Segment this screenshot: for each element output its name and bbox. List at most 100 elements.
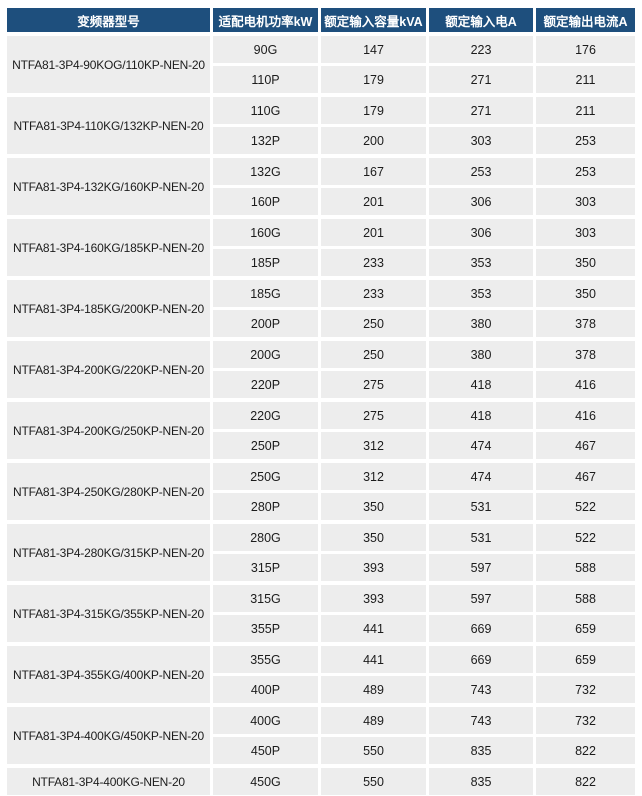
spec-value-cell: 418: [429, 402, 533, 429]
spec-value-cell: 418: [429, 371, 533, 398]
spec-value-cell: 211: [536, 66, 635, 93]
spec-value-cell: 489: [321, 676, 426, 703]
spec-value-cell: 350: [536, 249, 635, 276]
spec-value-cell: 522: [536, 493, 635, 520]
spec-value-cell: 378: [536, 310, 635, 337]
spec-value-cell: 250: [321, 341, 426, 368]
model-cell: NTFA81-3P4-280KG/315KP-NEN-20: [7, 524, 210, 581]
spec-value-cell: 303: [429, 127, 533, 154]
spec-value-cell: 253: [429, 158, 533, 185]
spec-value-cell: 416: [536, 402, 635, 429]
model-cell: NTFA81-3P4-400KG-NEN-20: [7, 768, 210, 795]
spec-value-cell: 467: [536, 463, 635, 490]
spec-value-cell: 522: [536, 524, 635, 551]
spec-value-cell: 467: [536, 432, 635, 459]
spec-value-cell: 353: [429, 249, 533, 276]
motor-power-cell: 355G: [213, 646, 318, 673]
spec-value-cell: 303: [536, 219, 635, 246]
motor-power-cell: 160G: [213, 219, 318, 246]
spec-value-cell: 531: [429, 493, 533, 520]
spec-value-cell: 211: [536, 97, 635, 124]
spec-value-cell: 669: [429, 646, 533, 673]
spec-value-cell: 441: [321, 646, 426, 673]
spec-value-cell: 588: [536, 585, 635, 612]
spec-value-cell: 271: [429, 97, 533, 124]
spec-value-cell: 659: [536, 646, 635, 673]
motor-power-cell: 200G: [213, 341, 318, 368]
model-cell: NTFA81-3P4-355KG/400KP-NEN-20: [7, 646, 210, 703]
spec-value-cell: 233: [321, 249, 426, 276]
spec-value-cell: 271: [429, 66, 533, 93]
model-group: NTFA81-3P4-250KG/280KP-NEN-20 250G 312 474 4…: [7, 463, 635, 520]
model-cell: NTFA81-3P4-185KG/200KP-NEN-20: [7, 280, 210, 337]
header-inverter-model: 变频器型号: [7, 8, 210, 32]
spec-value-cell: 550: [321, 737, 426, 764]
motor-power-cell: 200P: [213, 310, 318, 337]
spec-value-cell: 380: [429, 310, 533, 337]
spec-value-cell: 416: [536, 371, 635, 398]
model-cell: NTFA81-3P4-400KG/450KP-NEN-20: [7, 707, 210, 764]
model-cell: NTFA81-3P4-200KG/220KP-NEN-20: [7, 341, 210, 398]
motor-power-cell: 315G: [213, 585, 318, 612]
spec-value-cell: 597: [429, 585, 533, 612]
model-group: NTFA81-3P4-280KG/315KP-NEN-20 280G 350 531 5…: [7, 524, 635, 581]
motor-power-cell: 250G: [213, 463, 318, 490]
spec-value-cell: 393: [321, 585, 426, 612]
header-rated-input-capacity: 额定输入容量kVA: [321, 8, 426, 32]
motor-power-cell: 185P: [213, 249, 318, 276]
spec-value-cell: 201: [321, 219, 426, 246]
motor-power-cell: 160P: [213, 188, 318, 215]
header-motor-power: 适配电机功率kW: [213, 8, 318, 32]
spec-value-cell: 275: [321, 371, 426, 398]
spec-value-cell: 176: [536, 36, 635, 63]
motor-power-cell: 450P: [213, 737, 318, 764]
spec-value-cell: 350: [321, 524, 426, 551]
spec-value-cell: 597: [429, 554, 533, 581]
motor-power-cell: 132P: [213, 127, 318, 154]
table-body: NTFA81-3P4-90KOG/110KP-NEN-20 90G 147 223 17…: [7, 36, 635, 795]
spec-value-cell: 378: [536, 341, 635, 368]
model-group: NTFA81-3P4-355KG/400KP-NEN-20 355G 441 669 6…: [7, 646, 635, 703]
spec-value-cell: 380: [429, 341, 533, 368]
spec-value-cell: 489: [321, 707, 426, 734]
table-header-row: 变频器型号 适配电机功率kW 额定输入容量kVA 额定输入电A 额定输出电流A: [7, 8, 635, 32]
spec-value-cell: 531: [429, 524, 533, 551]
spec-value-cell: 250: [321, 310, 426, 337]
spec-value-cell: 822: [536, 768, 635, 795]
motor-power-cell: 220P: [213, 371, 318, 398]
spec-value-cell: 474: [429, 463, 533, 490]
spec-value-cell: 669: [429, 615, 533, 642]
spec-value-cell: 306: [429, 188, 533, 215]
spec-value-cell: 303: [536, 188, 635, 215]
motor-power-cell: 132G: [213, 158, 318, 185]
model-group: NTFA81-3P4-160KG/185KP-NEN-20 160G 201 306 3…: [7, 219, 635, 276]
model-group: NTFA81-3P4-90KOG/110KP-NEN-20 90G 147 223 17…: [7, 36, 635, 93]
model-group: NTFA81-3P4-400KG-NEN-20 450G 550 835 822: [7, 768, 635, 795]
spec-value-cell: 474: [429, 432, 533, 459]
model-group: NTFA81-3P4-200KG/250KP-NEN-20 220G 275 418 4…: [7, 402, 635, 459]
spec-value-cell: 306: [429, 219, 533, 246]
spec-value-cell: 659: [536, 615, 635, 642]
model-group: NTFA81-3P4-200KG/220KP-NEN-20 200G 250 380 3…: [7, 341, 635, 398]
spec-value-cell: 353: [429, 280, 533, 307]
spec-value-cell: 147: [321, 36, 426, 63]
motor-power-cell: 450G: [213, 768, 318, 795]
motor-power-cell: 110P: [213, 66, 318, 93]
spec-value-cell: 201: [321, 188, 426, 215]
model-group: NTFA81-3P4-315KG/355KP-NEN-20 315G 393 597 5…: [7, 585, 635, 642]
model-cell: NTFA81-3P4-200KG/250KP-NEN-20: [7, 402, 210, 459]
motor-power-cell: 90G: [213, 36, 318, 63]
model-cell: NTFA81-3P4-90KOG/110KP-NEN-20: [7, 36, 210, 93]
model-group: NTFA81-3P4-110KG/132KP-NEN-20 110G 179 271 2…: [7, 97, 635, 154]
spec-value-cell: 835: [429, 768, 533, 795]
model-group: NTFA81-3P4-400KG/450KP-NEN-20 400G 489 743 7…: [7, 707, 635, 764]
spec-value-cell: 253: [536, 127, 635, 154]
spec-value-cell: 743: [429, 676, 533, 703]
spec-value-cell: 732: [536, 707, 635, 734]
motor-power-cell: 400P: [213, 676, 318, 703]
spec-value-cell: 822: [536, 737, 635, 764]
spec-value-cell: 275: [321, 402, 426, 429]
model-group: NTFA81-3P4-132KG/160KP-NEN-20 132G 167 253 2…: [7, 158, 635, 215]
model-cell: NTFA81-3P4-132KG/160KP-NEN-20: [7, 158, 210, 215]
